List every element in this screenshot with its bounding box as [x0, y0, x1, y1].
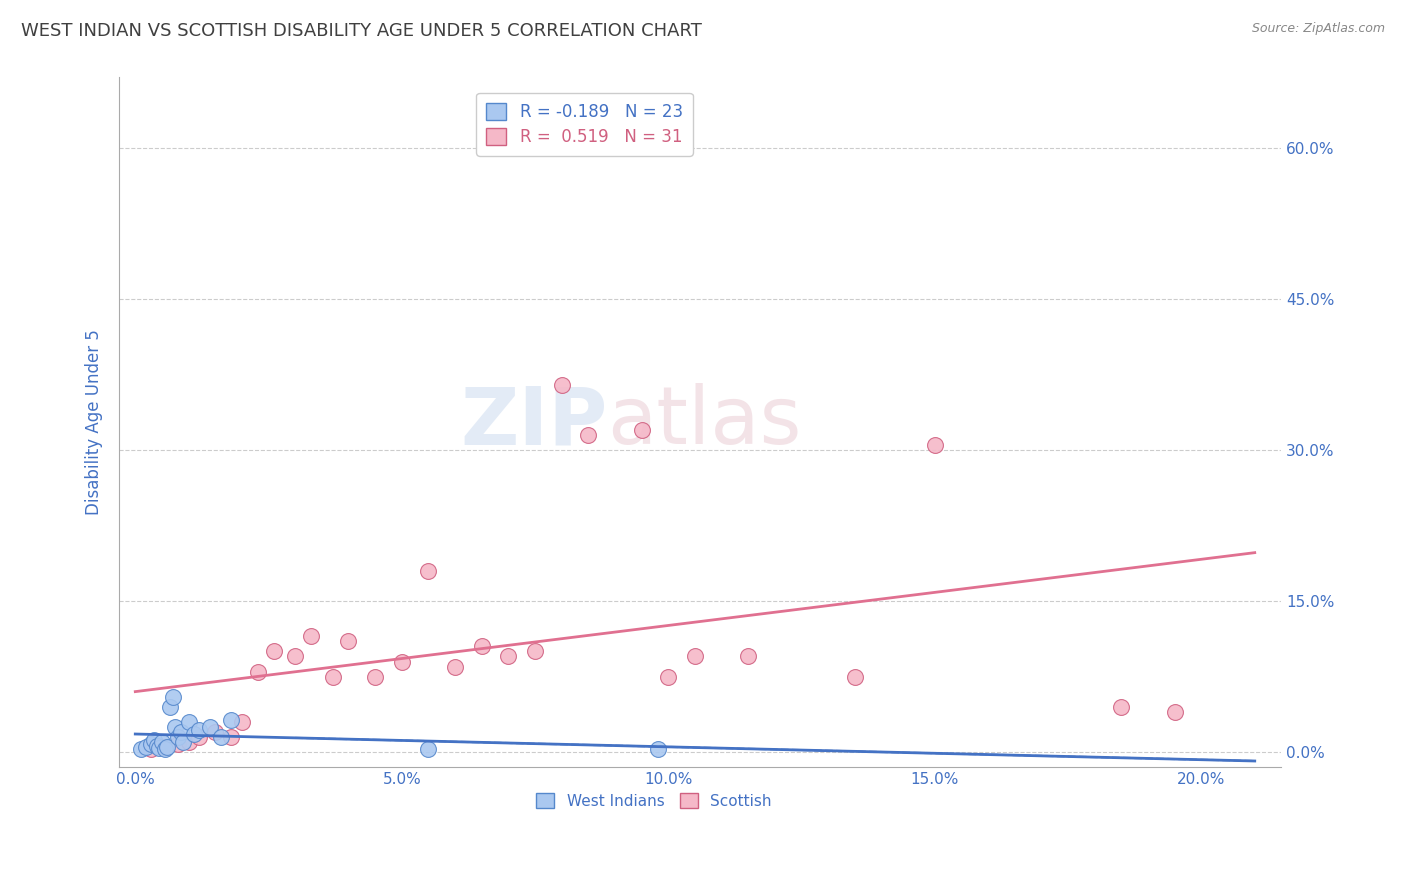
- Point: [231, 714, 253, 729]
- Point: [209, 730, 232, 744]
- Text: Source: ZipAtlas.com: Source: ZipAtlas.com: [1251, 22, 1385, 36]
- Point: [188, 723, 211, 737]
- Point: [129, 742, 152, 756]
- Point: [167, 730, 190, 744]
- Point: [524, 644, 547, 658]
- Point: [246, 665, 269, 679]
- Y-axis label: Disability Age Under 5: Disability Age Under 5: [86, 329, 103, 516]
- Point: [321, 670, 343, 684]
- Legend: West Indians, Scottish: West Indians, Scottish: [530, 787, 778, 814]
- Point: [444, 659, 467, 673]
- Point: [630, 423, 652, 437]
- Point: [153, 742, 176, 756]
- Text: WEST INDIAN VS SCOTTISH DISABILITY AGE UNDER 5 CORRELATION CHART: WEST INDIAN VS SCOTTISH DISABILITY AGE U…: [21, 22, 702, 40]
- Point: [150, 735, 173, 749]
- Point: [471, 640, 494, 654]
- Point: [188, 730, 211, 744]
- Point: [1164, 705, 1187, 719]
- Point: [172, 735, 194, 749]
- Point: [219, 713, 242, 727]
- Point: [844, 670, 866, 684]
- Point: [418, 564, 440, 578]
- Point: [204, 725, 226, 739]
- Point: [148, 741, 170, 756]
- Point: [169, 725, 191, 739]
- Point: [299, 629, 322, 643]
- Point: [364, 670, 387, 684]
- Point: [498, 649, 520, 664]
- Point: [263, 644, 285, 658]
- Point: [284, 649, 307, 664]
- Point: [198, 720, 221, 734]
- Text: ZIP: ZIP: [460, 384, 607, 461]
- Point: [135, 740, 157, 755]
- Point: [647, 742, 669, 756]
- Text: atlas: atlas: [607, 384, 801, 461]
- Point: [737, 649, 759, 664]
- Point: [162, 690, 184, 704]
- Point: [683, 649, 706, 664]
- Point: [159, 699, 181, 714]
- Point: [391, 655, 413, 669]
- Point: [337, 634, 360, 648]
- Point: [150, 740, 173, 755]
- Point: [142, 733, 165, 747]
- Point: [551, 377, 574, 392]
- Point: [141, 742, 163, 756]
- Point: [418, 742, 440, 756]
- Point: [165, 720, 187, 734]
- Point: [145, 739, 167, 753]
- Point: [156, 740, 179, 755]
- Point: [219, 730, 242, 744]
- Point: [177, 714, 200, 729]
- Point: [924, 438, 946, 452]
- Point: [576, 428, 599, 442]
- Point: [167, 737, 190, 751]
- Point: [183, 727, 205, 741]
- Point: [141, 737, 163, 751]
- Point: [1111, 699, 1133, 714]
- Point: [657, 670, 679, 684]
- Point: [177, 735, 200, 749]
